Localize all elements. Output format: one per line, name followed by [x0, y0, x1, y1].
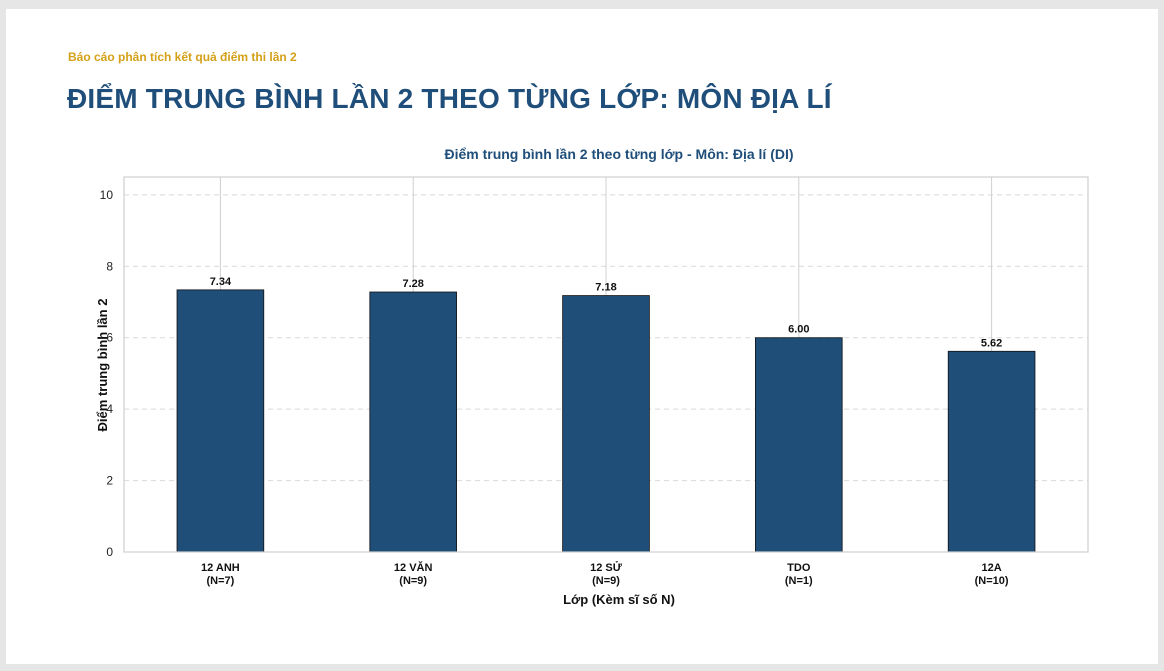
y-tick-label: 2 — [106, 474, 113, 488]
bars — [176, 289, 1036, 553]
y-tick-label: 0 — [106, 545, 113, 559]
bar-value-label: 6.00 — [788, 324, 809, 336]
x-tick-label: 12A — [982, 562, 1002, 574]
bar-value-label: 7.28 — [402, 278, 423, 290]
plot-frame — [123, 176, 1089, 553]
x-tick-labels: 12 ANH(N=7)12 VĂN(N=9)12 SỬ(N=9)TDO(N=1)… — [201, 561, 1009, 587]
y-axis-label: Điểm trung bình lần 2 — [95, 299, 110, 432]
bar — [176, 289, 265, 553]
x-tick-label: 12 ANH — [201, 562, 240, 574]
report-title: ĐIỂM TRUNG BÌNH LẦN 2 THEO TỪNG LỚP: MÔN… — [67, 83, 832, 114]
x-tick-label: 12 SỬ — [590, 561, 623, 574]
report-page: Báo cáo phân tích kết quả điểm thi lần 2… — [6, 9, 1158, 664]
y-tick-labels: 0 2 4 6 8 10 — [100, 188, 114, 559]
bar — [947, 350, 1036, 553]
bar-value-label: 5.62 — [981, 337, 1002, 349]
x-tick-label: 12 VĂN — [394, 561, 433, 574]
chart-title: Điểm trung bình lần 2 theo từng lớp - Mô… — [444, 146, 793, 162]
bar — [755, 337, 843, 553]
y-tick-label: 6 — [106, 331, 113, 345]
bar — [369, 291, 457, 553]
bar-value-label: 7.34 — [210, 276, 232, 288]
y-tick-label: 10 — [100, 188, 114, 202]
x-tick-count-label: (N=7) — [206, 575, 234, 587]
bar-value-label: 7.18 — [595, 282, 616, 294]
x-tick-count-label: (N=1) — [785, 575, 813, 587]
x-tick-count-label: (N=10) — [975, 575, 1009, 587]
bar-chart: Điểm trung bình lần 2 theo từng lớp - Mô… — [95, 146, 1089, 607]
data-labels: 7.34 7.28 7.18 6.00 5.62 — [210, 276, 1003, 349]
x-tick-count-label: (N=9) — [399, 575, 427, 587]
report-subtitle: Báo cáo phân tích kết quả điểm thi lần 2 — [68, 50, 297, 64]
x-tick-count-label: (N=9) — [592, 575, 620, 587]
bar — [562, 295, 650, 553]
y-tick-label: 8 — [106, 259, 113, 273]
x-axis-label: Lớp (Kèm sĩ số N) — [563, 592, 675, 607]
y-tick-label: 4 — [106, 402, 113, 416]
x-tick-label: TDO — [787, 562, 811, 574]
